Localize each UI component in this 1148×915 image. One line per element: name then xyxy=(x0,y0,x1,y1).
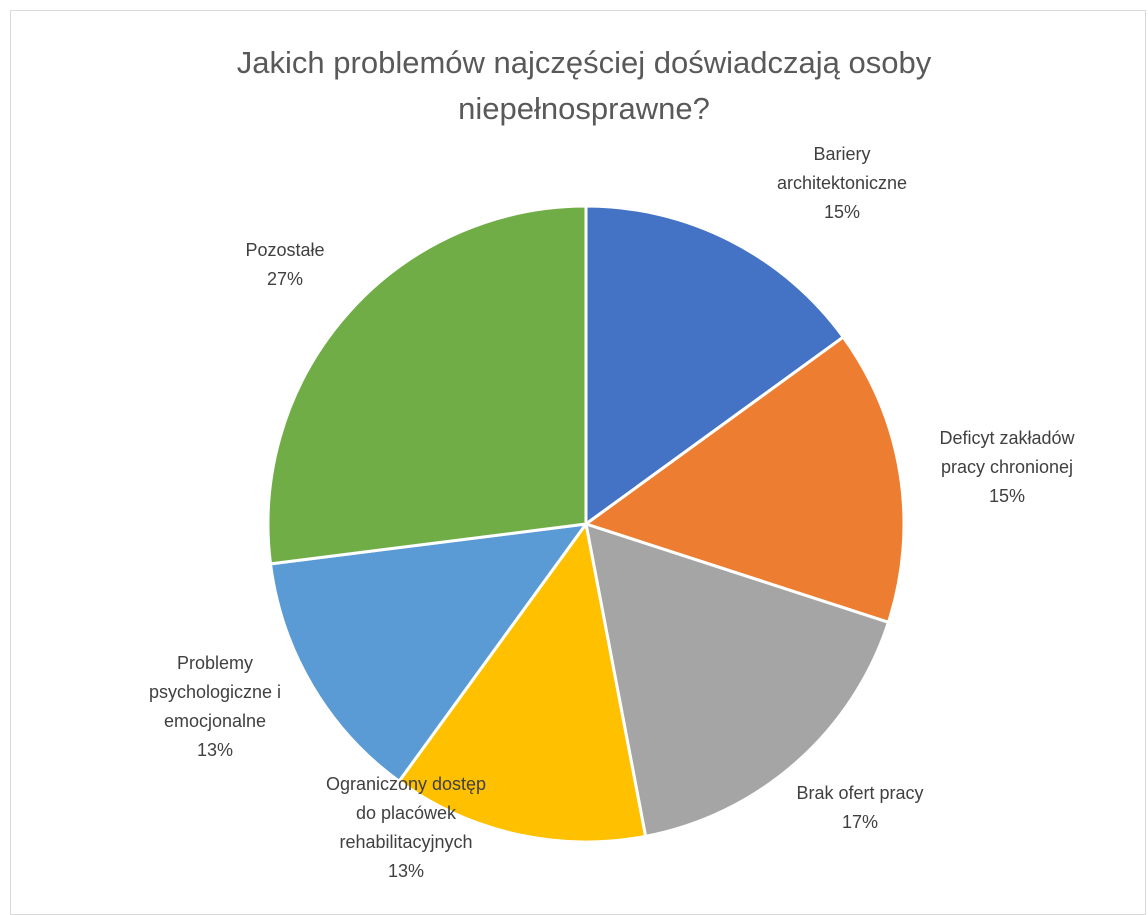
slice-percent-label: 17% xyxy=(842,812,878,832)
pie-slice-5 xyxy=(269,522,588,783)
slice-label-4: Ograniczony dostęp do placówek rehabilitac… xyxy=(326,774,486,881)
slice-category-label: rehabilitacyjnych xyxy=(339,832,472,852)
slice-category-label: Deficyt zakładów xyxy=(939,428,1075,448)
pie-slice-4 xyxy=(397,522,648,844)
slice-category-label: do placówek xyxy=(356,803,457,823)
chart-title-line-2: niepełnosprawne? xyxy=(458,91,710,126)
slice-percent-label: 15% xyxy=(824,202,860,222)
slice-category-label: Brak ofert pracy xyxy=(796,783,923,803)
pie-slice-2 xyxy=(584,335,906,624)
slice-label-5: Problemy psychologiczne i emocjonalne 13% xyxy=(149,653,281,760)
slice-category-label: emocjonalne xyxy=(164,711,266,731)
slice-category-label: Ograniczony dostęp xyxy=(326,774,486,794)
slice-label-1: Bariery architektoniczne 15% xyxy=(777,144,907,222)
slice-percent-label: 15% xyxy=(989,486,1025,506)
slice-label-2: Deficyt zakładów pracy chronionej 15% xyxy=(939,428,1075,506)
slice-category-label: Bariery xyxy=(813,144,870,164)
chart-title-line-1: Jakich problemów najczęściej doświadczaj… xyxy=(236,45,932,80)
pie-slice-6 xyxy=(266,204,588,566)
chart-title: Jakich problemów najczęściej doświadczaj… xyxy=(0,40,1148,132)
pie-slice-3 xyxy=(584,522,890,838)
slice-category-label: architektoniczne xyxy=(777,173,907,193)
slice-percent-label: 13% xyxy=(388,861,424,881)
slice-label-6: Pozostałe 27% xyxy=(245,240,324,289)
slice-category-label: Problemy xyxy=(177,653,253,673)
slice-category-label: psychologiczne i xyxy=(149,682,281,702)
slice-percent-label: 27% xyxy=(267,269,303,289)
slice-category-label: pracy chronionej xyxy=(941,457,1073,477)
slice-label-3: Brak ofert pracy 17% xyxy=(796,783,923,832)
slice-percent-label: 13% xyxy=(197,740,233,760)
slice-category-label: Pozostałe xyxy=(245,240,324,260)
pie-slice-1 xyxy=(584,204,845,526)
